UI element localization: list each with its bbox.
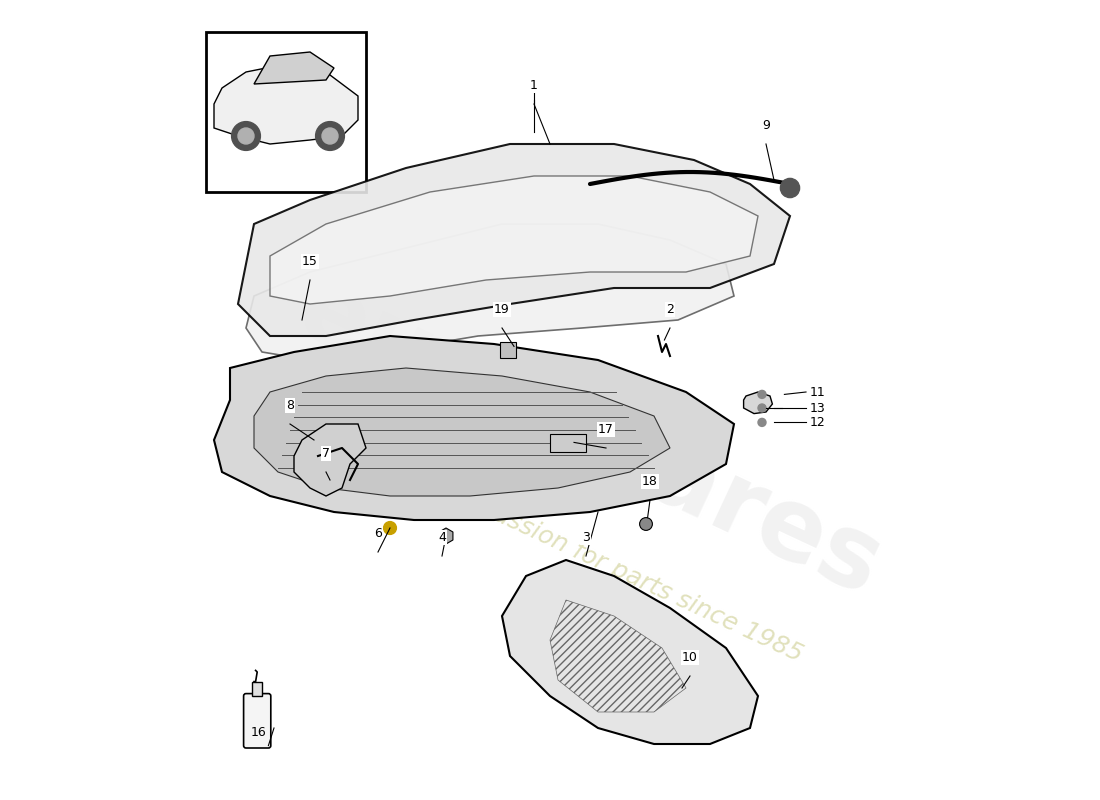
- Text: 15: 15: [302, 255, 318, 268]
- Circle shape: [232, 122, 261, 150]
- Text: 3: 3: [582, 531, 590, 544]
- Circle shape: [238, 128, 254, 144]
- Text: 1: 1: [530, 79, 538, 92]
- Polygon shape: [270, 176, 758, 304]
- Circle shape: [441, 531, 451, 541]
- Circle shape: [384, 522, 396, 534]
- Polygon shape: [246, 224, 734, 360]
- Polygon shape: [254, 52, 334, 84]
- Circle shape: [316, 122, 344, 150]
- Text: 7: 7: [322, 447, 330, 460]
- Polygon shape: [744, 392, 772, 414]
- Text: 16: 16: [251, 726, 266, 738]
- Circle shape: [758, 404, 766, 412]
- Polygon shape: [214, 64, 358, 144]
- Circle shape: [780, 178, 800, 198]
- Text: 4: 4: [438, 531, 446, 544]
- Text: 11: 11: [810, 386, 826, 398]
- Text: 10: 10: [682, 651, 697, 664]
- Text: 2: 2: [667, 303, 674, 316]
- Polygon shape: [502, 560, 758, 744]
- Circle shape: [758, 418, 766, 426]
- Polygon shape: [254, 368, 670, 496]
- Text: 6: 6: [374, 527, 382, 540]
- Bar: [252, 682, 262, 696]
- Circle shape: [639, 518, 652, 530]
- Text: 19: 19: [494, 303, 510, 316]
- FancyBboxPatch shape: [500, 342, 516, 358]
- Text: 18: 18: [642, 475, 658, 488]
- Bar: [550, 434, 586, 452]
- Polygon shape: [214, 336, 734, 520]
- Text: eurospares: eurospares: [283, 262, 896, 618]
- Text: 17: 17: [598, 423, 614, 436]
- Bar: [206, 32, 366, 192]
- Polygon shape: [294, 424, 366, 496]
- Text: a passion for parts since 1985: a passion for parts since 1985: [453, 486, 806, 666]
- Polygon shape: [238, 144, 790, 336]
- Text: 8: 8: [286, 399, 294, 412]
- Text: 9: 9: [762, 119, 770, 132]
- Circle shape: [322, 128, 338, 144]
- Circle shape: [758, 390, 766, 398]
- Text: 12: 12: [810, 416, 826, 429]
- FancyBboxPatch shape: [243, 694, 271, 748]
- Text: 13: 13: [810, 402, 826, 414]
